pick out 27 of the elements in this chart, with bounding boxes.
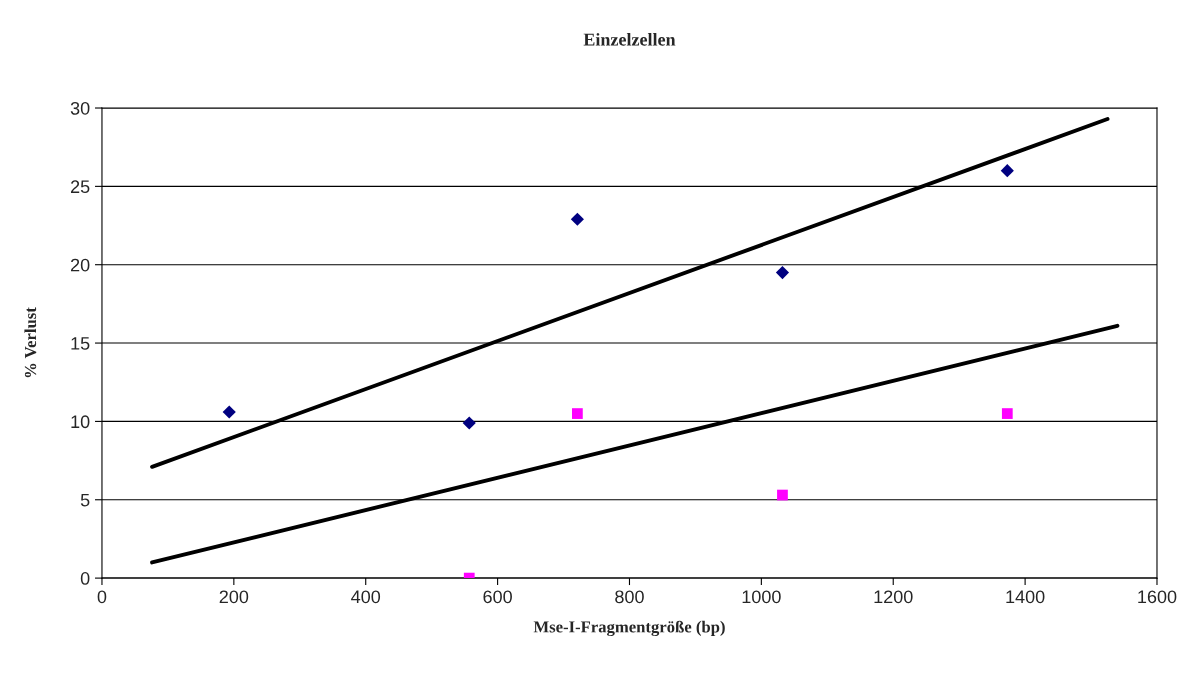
x-tick-label: 0 (97, 590, 107, 604)
y-tick-label: 30 (70, 101, 90, 115)
point (1001, 408, 1013, 419)
x-tick-label: 1600 (1138, 590, 1177, 604)
x-tick-label: 1400 (1006, 590, 1045, 604)
point (775, 265, 790, 280)
y-tick-label: 0 (80, 572, 90, 585)
point (462, 416, 476, 430)
x-axis-title: Mse-I-Fragmentgröße (bp) (533, 620, 725, 637)
y-tick-label: 15 (71, 337, 90, 350)
x-tick-label: 600 (483, 590, 512, 604)
y-tick-label: 20 (70, 258, 90, 272)
x-tick-label: 400 (351, 590, 381, 604)
x-tick-label: 1000 (742, 590, 781, 604)
x-tick-label: 800 (615, 590, 644, 604)
y-tick-label: 5 (80, 493, 90, 507)
point (777, 489, 788, 501)
point (570, 212, 584, 226)
y-tick-label: 25 (70, 180, 90, 194)
point (1000, 164, 1014, 178)
x-tick-label: 1200 (874, 590, 913, 604)
point (222, 405, 236, 419)
x-tick-label: 200 (219, 590, 249, 604)
y-axis-title: % Verlust (24, 307, 37, 378)
point (572, 408, 583, 419)
chart-title: Einzelzellen (583, 32, 676, 46)
y-tick-label: 10 (71, 415, 90, 429)
